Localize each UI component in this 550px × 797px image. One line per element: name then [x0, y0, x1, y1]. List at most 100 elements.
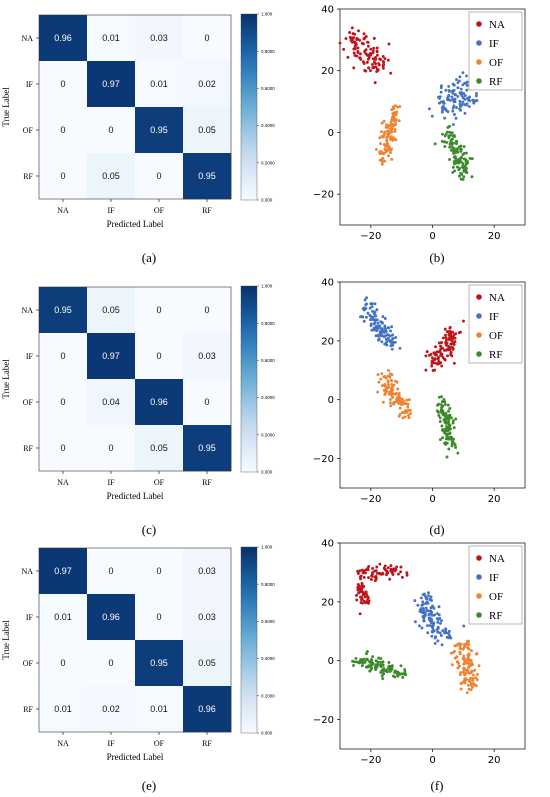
point-if	[441, 108, 445, 112]
point-na	[363, 595, 367, 599]
point-rf	[454, 446, 458, 449]
point-of	[390, 130, 394, 134]
point-if	[365, 315, 368, 319]
point-rf	[438, 438, 442, 442]
point-na	[382, 63, 386, 67]
y-tick-label: 0	[328, 128, 334, 139]
matrix-cell	[87, 61, 136, 108]
point-na	[358, 575, 362, 579]
matrix-cell	[87, 640, 136, 687]
y-tick-label: 20	[321, 66, 334, 77]
point-if	[465, 80, 469, 84]
point-if	[361, 307, 365, 311]
matrix-cell-value: 0	[156, 612, 161, 622]
legend-label-na: NA	[489, 19, 505, 31]
point-na	[356, 572, 360, 576]
point-na	[424, 354, 428, 358]
point-if	[376, 321, 380, 325]
point-of	[378, 158, 382, 162]
point-if	[420, 607, 424, 611]
point-if	[391, 343, 395, 347]
point-if	[422, 592, 426, 596]
point-na	[453, 340, 457, 344]
matrix-cell-value: 0	[204, 33, 209, 43]
point-of	[377, 380, 381, 384]
point-of	[462, 654, 466, 658]
matrix-cell-value: 0	[108, 566, 113, 576]
point-na	[383, 564, 387, 568]
point-if	[380, 327, 384, 331]
point-rf	[381, 677, 385, 680]
point-if	[372, 318, 376, 322]
point-of	[380, 384, 384, 388]
matrix-cell-value: 0.01	[54, 704, 72, 714]
point-of	[394, 118, 398, 122]
point-if	[427, 594, 431, 598]
point-na	[371, 63, 374, 66]
point-rf	[401, 675, 405, 679]
matrix-cell	[183, 594, 232, 641]
x-tick-label: −20	[360, 494, 381, 505]
point-of	[386, 134, 390, 138]
scatter-points	[359, 296, 465, 459]
x-tick-label: RF	[202, 478, 212, 487]
colorbar-tick-label: 0.000	[261, 198, 273, 203]
point-na	[375, 571, 379, 575]
x-tick-label: OF	[154, 739, 165, 748]
point-na	[385, 569, 389, 573]
matrix-cell-value: 0.96	[54, 33, 72, 43]
point-na	[439, 347, 443, 351]
point-if	[375, 334, 379, 338]
point-of	[398, 406, 402, 410]
point-if	[458, 99, 462, 103]
point-rf	[359, 658, 363, 661]
x-tick-label: 20	[488, 231, 501, 242]
point-na	[376, 68, 380, 72]
point-if	[417, 624, 421, 628]
point-rf	[450, 131, 454, 135]
point-if	[422, 619, 426, 623]
point-rf	[459, 147, 463, 151]
point-rf	[379, 670, 383, 674]
point-na	[386, 58, 390, 62]
legend-label-if: IF	[489, 38, 499, 50]
point-if	[429, 598, 432, 602]
point-rf	[367, 664, 371, 668]
point-na	[431, 359, 435, 363]
matrix-cell	[39, 61, 88, 108]
matrix-cell	[183, 107, 232, 154]
point-if	[452, 100, 456, 104]
point-of	[409, 411, 413, 415]
matrix-cell	[135, 153, 184, 200]
point-if	[458, 104, 462, 108]
point-if	[456, 81, 460, 85]
point-na	[350, 40, 354, 43]
point-rf	[450, 435, 453, 439]
point-rf	[460, 172, 464, 176]
y-tick-label: −20	[313, 715, 334, 726]
point-rf	[454, 157, 458, 160]
point-if	[437, 101, 441, 105]
point-if	[433, 641, 437, 645]
point-rf	[380, 674, 384, 678]
point-na	[430, 356, 434, 360]
colorbar-tick-label: 0.2000	[261, 160, 275, 165]
matrix-cell-value: 0.05	[102, 305, 120, 315]
point-if	[443, 116, 447, 120]
point-of	[389, 378, 393, 382]
point-if	[463, 81, 467, 85]
point-na	[373, 57, 377, 61]
point-if	[430, 613, 434, 617]
matrix-cell-value: 0	[60, 351, 65, 361]
tsne-scatter-b: −20 0 20 −20 0 20 40 NA IF OF RF (b)	[313, 5, 526, 265]
point-na	[362, 575, 366, 579]
point-na	[360, 583, 364, 587]
point-na	[359, 57, 363, 61]
point-rf	[461, 177, 465, 181]
point-rf	[445, 425, 448, 428]
point-of	[382, 119, 386, 123]
y-tick-label: NA	[21, 567, 33, 576]
point-rf	[440, 406, 444, 409]
point-na	[372, 60, 376, 64]
point-rf	[364, 665, 368, 669]
